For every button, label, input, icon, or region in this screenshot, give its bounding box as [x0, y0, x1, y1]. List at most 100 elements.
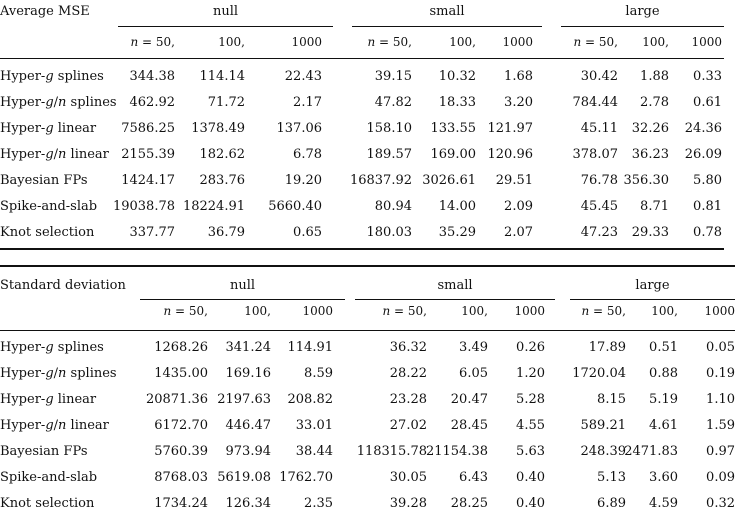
- table-cell: 784.44: [572, 95, 619, 110]
- row-label: Hyper-g/n splines: [0, 95, 117, 110]
- row-label: Bayesian FPs: [0, 444, 88, 459]
- row-label: Hyper-g/n linear: [0, 418, 109, 433]
- table-cell: 19.20: [284, 173, 322, 188]
- table-cell: 446.47: [225, 418, 272, 433]
- table-cell: 0.97: [706, 444, 735, 459]
- table-cell: 0.09: [706, 470, 735, 485]
- table-cell: 2155.39: [121, 147, 175, 162]
- table-cell: 2.09: [504, 199, 533, 214]
- table-cell: 1.68: [504, 69, 533, 84]
- column-subheader: 100,: [218, 35, 245, 49]
- row-label: Hyper-g linear: [0, 121, 97, 136]
- table-cell: 1435.00: [154, 366, 208, 381]
- table-cell: 341.24: [225, 340, 272, 355]
- column-subheader: 100,: [449, 35, 476, 49]
- table-cell: 35.29: [438, 225, 476, 240]
- table-cell: 5619.08: [217, 470, 271, 485]
- column-subheader: 1000: [502, 35, 533, 49]
- table-cell: 0.33: [693, 69, 722, 84]
- table-cell: 28.25: [450, 496, 488, 511]
- group-header-1: small: [437, 278, 473, 293]
- table-cell: 3.20: [504, 95, 533, 110]
- table-cell: 2471.83: [624, 444, 678, 459]
- table-cell: 32.26: [631, 121, 669, 136]
- table-cell: 8768.03: [154, 470, 208, 485]
- table-cell: 39.15: [374, 69, 412, 84]
- table-cell: 169.16: [225, 366, 272, 381]
- table-cell: 20.47: [450, 392, 488, 407]
- table-cell: 1.59: [706, 418, 735, 433]
- table-cell: 189.57: [366, 147, 413, 162]
- table-cell: 45.11: [580, 121, 618, 136]
- row-label: Bayesian FPs: [0, 173, 88, 188]
- row-label: Hyper-g splines: [0, 340, 104, 355]
- table-cell: 973.94: [225, 444, 272, 459]
- table-cell: 17.89: [588, 340, 626, 355]
- table-cell: 28.45: [450, 418, 488, 433]
- table-cell: 19038.78: [112, 199, 175, 214]
- table-cell: 0.51: [649, 340, 678, 355]
- column-subheader: n = 50,: [382, 304, 427, 318]
- table-cell: 36.23: [631, 147, 669, 162]
- table-cell: 114.91: [287, 340, 334, 355]
- table-cell: 23.28: [389, 392, 427, 407]
- table-cell: 208.82: [287, 392, 334, 407]
- table-cell: 39.28: [389, 496, 427, 511]
- row-label: Spike-and-slab: [0, 199, 98, 214]
- group-header-0: null: [229, 278, 256, 293]
- group-rule-0: [118, 26, 333, 27]
- row-label: Hyper-g splines: [0, 69, 104, 84]
- table-cell: 20871.36: [145, 392, 208, 407]
- table-cell: 2197.63: [217, 392, 271, 407]
- table-cell: 27.02: [389, 418, 427, 433]
- row-label: Hyper-g/n splines: [0, 366, 117, 381]
- group-header-1: small: [429, 4, 465, 19]
- table-cell: 5.13: [597, 470, 626, 485]
- table-cell: 1.20: [516, 366, 545, 381]
- table-cell: 26.09: [684, 147, 722, 162]
- table-cell: 378.07: [572, 147, 619, 162]
- table-cell: 0.65: [293, 225, 322, 240]
- table-cell: 47.23: [580, 225, 618, 240]
- table-cell: 1268.26: [154, 340, 208, 355]
- table-cell: 6.43: [459, 470, 488, 485]
- table-cell: 5.80: [693, 173, 722, 188]
- group-rule-2: [570, 299, 735, 300]
- column-subheader: 1000: [291, 35, 322, 49]
- table-cell: 2.35: [304, 496, 333, 511]
- table-cell: 1.10: [706, 392, 735, 407]
- column-subheader: 1000: [691, 35, 722, 49]
- table-cell: 8.15: [597, 392, 626, 407]
- table-cell: 8.59: [304, 366, 333, 381]
- table-cell: 22.43: [284, 69, 322, 84]
- table-cell: 4.59: [649, 496, 678, 511]
- group-rule-0: [140, 299, 345, 300]
- column-subheader: n = 50,: [163, 304, 208, 318]
- table-cell: 21154.38: [425, 444, 488, 459]
- table-cell: 28.22: [389, 366, 427, 381]
- table-cell: 1.88: [640, 69, 669, 84]
- group-header-2: large: [625, 4, 660, 19]
- table-cell: 6.78: [293, 147, 322, 162]
- table-cell: 38.44: [295, 444, 333, 459]
- table-cell: 71.72: [207, 95, 245, 110]
- group-rule-1: [355, 299, 555, 300]
- table-cell: 0.40: [516, 470, 545, 485]
- table-cell: 462.92: [129, 95, 176, 110]
- table-cell: 80.94: [374, 199, 412, 214]
- column-subheader: 1000: [514, 304, 545, 318]
- column-subheader: 100,: [651, 304, 678, 318]
- column-subheader: n = 50,: [130, 35, 175, 49]
- table-cell: 0.05: [706, 340, 735, 355]
- table-cell: 18.33: [438, 95, 476, 110]
- table-bottom-rule: [0, 248, 724, 250]
- table-cell: 2.78: [640, 95, 669, 110]
- table-cell: 118315.78: [356, 444, 427, 459]
- table-cell: 0.19: [706, 366, 735, 381]
- table-cell: 3.60: [649, 470, 678, 485]
- table-cell: 120.96: [487, 147, 534, 162]
- table-cell: 589.21: [580, 418, 627, 433]
- table-cell: 6.05: [459, 366, 488, 381]
- table-cell: 5660.40: [268, 199, 322, 214]
- table-cell: 6172.70: [154, 418, 208, 433]
